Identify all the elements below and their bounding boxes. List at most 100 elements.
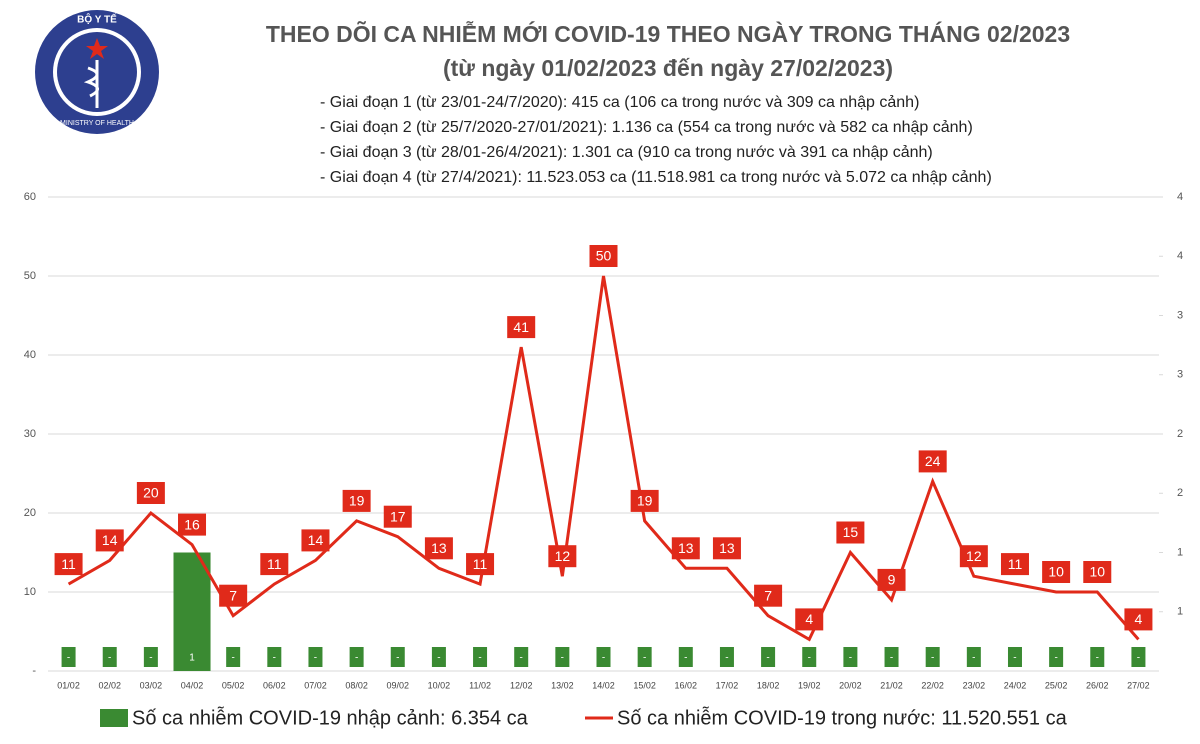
x-tick-label: 17/02 [716,680,739,690]
bar-label-box [390,647,405,667]
bar-label-box [185,647,200,667]
bar-label: - [684,653,687,664]
bar-label: - [1013,653,1016,664]
y-tick-label: 40 [24,349,36,361]
y-tick-label: - [32,665,36,677]
bar-label: - [766,653,769,664]
bar-label-box [843,647,858,667]
data-label-box [836,521,865,544]
data-label-box [178,513,207,536]
data-label-box [383,505,412,528]
bar-label: - [561,653,564,664]
x-tick-label: 13/02 [551,680,574,690]
data-label: 11 [61,556,76,572]
bar-label-box [637,647,652,667]
bar-label: - [437,653,440,664]
bar-label: - [231,653,234,664]
data-label-box [548,545,577,568]
y-tick-label: 20 [24,507,36,519]
data-label: 11 [1008,556,1023,572]
data-label-box [877,568,906,591]
bar-label-box [1049,647,1064,667]
data-label-box [301,529,330,552]
bar-label: - [1137,653,1140,664]
logo-bottom: MINISTRY OF HEALTH [60,120,134,127]
logo: BỘ Y TẾ MINISTRY OF HEALTH [35,10,159,134]
data-label: 13 [431,540,447,556]
bar-label-box [925,647,940,667]
y2-tick-label: 3 [1177,369,1183,381]
x-tick-label: 05/02 [222,680,245,690]
data-label: 20 [143,485,159,501]
x-tick-label: 16/02 [675,680,698,690]
bar-label: - [849,653,852,664]
data-label-box [959,545,988,568]
data-label: 14 [308,532,324,548]
bar-label: - [643,653,646,664]
data-label-box [466,553,495,576]
note: - Giai đoạn 3 (từ 28/01-26/4/2021): 1.30… [320,144,933,161]
bar-label-box [514,647,529,667]
data-label: 4 [805,611,813,627]
x-tick-label: 02/02 [98,680,121,690]
x-tick-label: 18/02 [757,680,780,690]
data-label-box [1083,561,1112,583]
bar-label-box [267,647,282,667]
bar-label-box [308,647,323,667]
y2-tick-label: 4 [1177,250,1183,262]
logo-top: BỘ Y TẾ [77,13,117,26]
data-label: 11 [267,556,282,572]
data-label: 17 [390,508,406,524]
y2-tick-label: 4 [1177,191,1183,203]
data-label-box [754,584,783,607]
bar-label-box [1131,647,1146,667]
data-label-box [671,537,700,560]
data-label: 10 [1048,564,1064,580]
data-label: 4 [1135,611,1143,627]
bar-label-box [1007,647,1022,667]
bar-label: - [478,653,481,664]
data-label-box [136,482,165,504]
x-tick-label: 22/02 [921,680,944,690]
bar-label-box [761,647,776,667]
data-label-box [95,529,124,552]
bar-label-box [802,647,817,667]
data-label: 13 [719,540,735,556]
data-label: 12 [966,548,982,564]
x-tick-label: 10/02 [428,680,451,690]
x-tick-label: 20/02 [839,680,862,690]
x-tick-label: 15/02 [633,680,656,690]
y2-tick-label: 3 [1177,309,1183,321]
x-tick-label: 23/02 [963,680,986,690]
bar-label-box [349,647,364,667]
x-tick-label: 04/02 [181,680,204,690]
data-label-box [219,584,248,607]
x-tick-label: 21/02 [880,680,903,690]
data-label-box [342,489,371,512]
data-label: 24 [925,453,941,469]
bar-label: - [396,653,399,664]
x-tick-label: 12/02 [510,680,533,690]
bar-label: - [931,653,934,664]
legend-label: Số ca nhiễm COVID-19 trong nước: 11.520.… [617,706,1068,729]
legend-swatch [100,709,128,727]
y2-tick-label: 1 [1177,546,1183,558]
data-label-box [260,553,289,576]
x-tick-label: 19/02 [798,680,821,690]
x-tick-label: 09/02 [386,680,409,690]
bar-label-box [226,647,241,667]
bar-label-box [884,647,899,667]
data-label: 14 [102,532,118,548]
data-label-box [1042,561,1071,583]
legend-label: Số ca nhiễm COVID-19 nhập cảnh: 6.354 ca [132,706,529,729]
x-tick-label: 06/02 [263,680,286,690]
data-label: 41 [513,319,529,335]
data-label: 19 [637,493,653,509]
x-tick-label: 03/02 [140,680,163,690]
x-tick-label: 14/02 [592,680,615,690]
bar-label: - [602,653,605,664]
data-label: 10 [1089,564,1105,580]
y2-tick-label: 2 [1177,487,1183,499]
data-label-box [918,450,947,473]
